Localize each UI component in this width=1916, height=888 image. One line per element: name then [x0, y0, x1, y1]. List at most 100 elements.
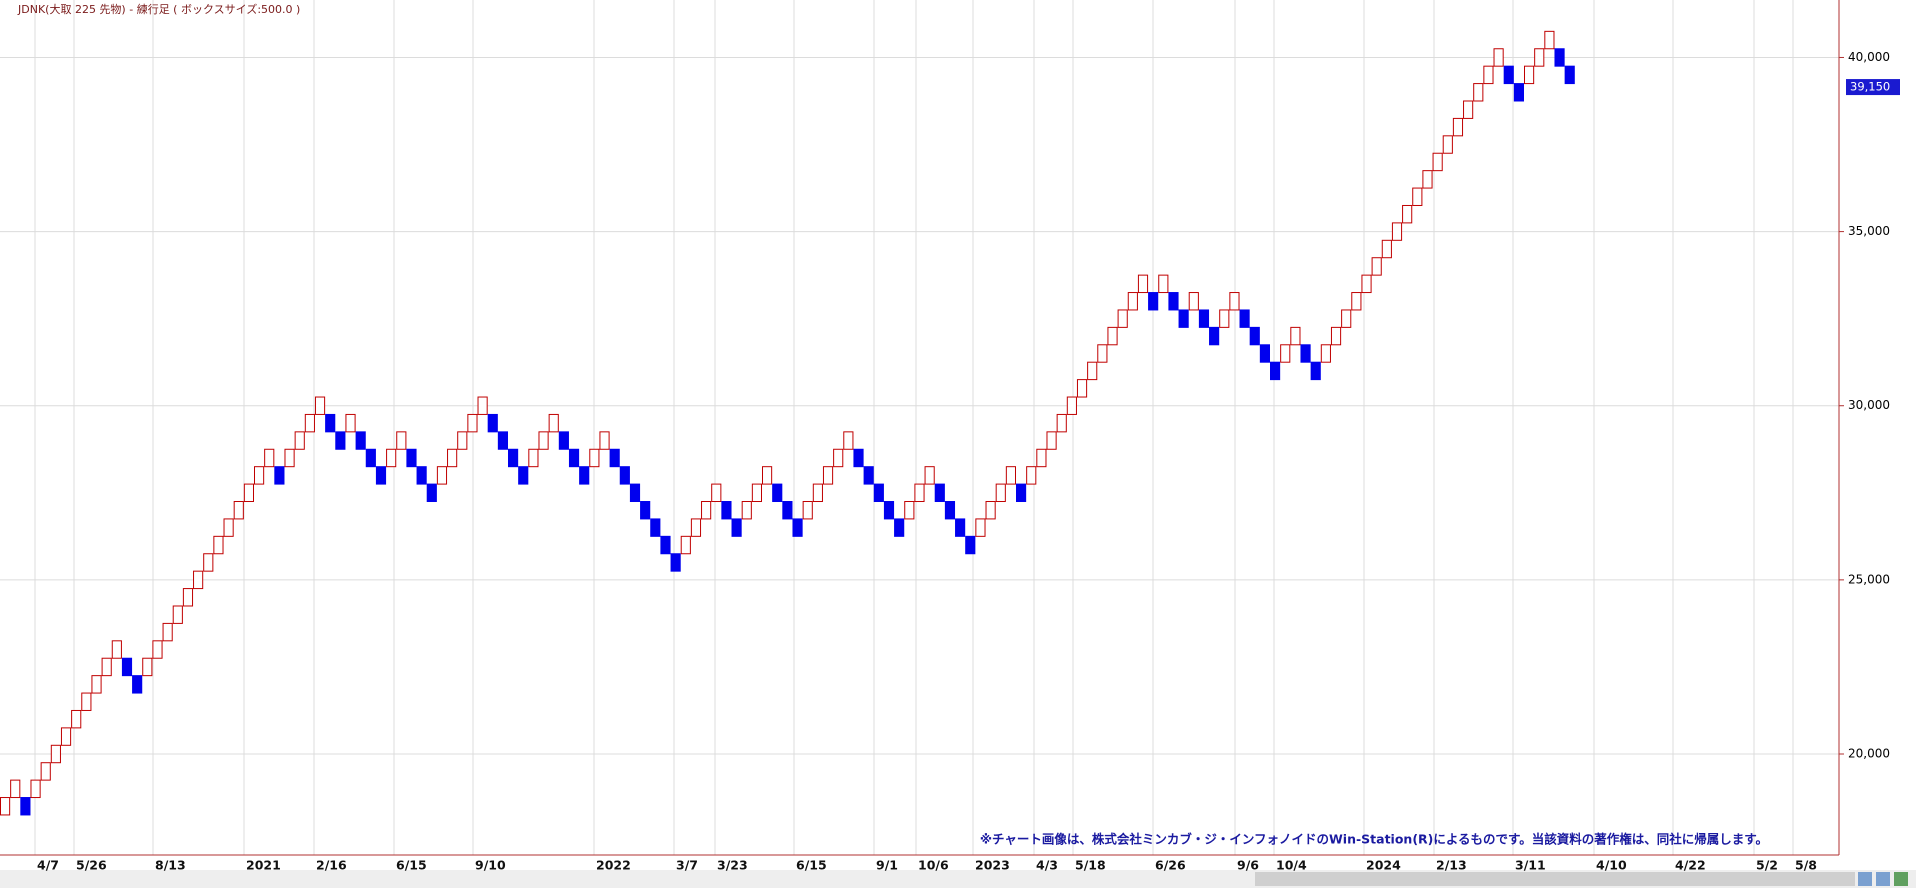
up-brick — [833, 448, 844, 468]
down-brick — [1249, 326, 1260, 346]
up-brick — [1412, 187, 1423, 206]
x-tick-label: 6/15 — [396, 858, 427, 873]
x-tick-label: 5/8 — [1795, 858, 1817, 873]
down-brick — [568, 448, 580, 468]
up-brick — [599, 431, 610, 450]
up-brick — [1463, 100, 1474, 119]
down-brick — [863, 466, 874, 485]
up-brick — [294, 431, 305, 450]
down-brick — [1503, 65, 1514, 85]
up-brick — [762, 466, 773, 485]
down-brick — [325, 413, 336, 433]
scrollbar-thumb[interactable] — [1255, 872, 1855, 886]
up-brick — [904, 501, 915, 520]
up-brick — [233, 501, 244, 520]
up-brick — [701, 501, 712, 520]
up-brick — [843, 431, 854, 450]
down-brick — [883, 501, 895, 520]
down-brick — [1209, 326, 1220, 346]
up-brick — [243, 483, 254, 503]
down-brick — [1270, 361, 1281, 381]
down-brick — [934, 483, 945, 503]
down-brick — [955, 518, 966, 537]
up-brick — [995, 483, 1006, 503]
up-brick — [528, 448, 539, 468]
last-price-box — [1846, 79, 1900, 96]
down-brick — [558, 431, 569, 450]
down-brick — [497, 431, 508, 450]
footer-note: ※チャート画像は、株式会社ミンカブ・ジ・インフォノイドのWin-Station(… — [980, 832, 1768, 847]
down-brick — [579, 466, 590, 485]
x-tick-label: 10/4 — [1276, 858, 1307, 873]
down-brick — [873, 483, 884, 503]
up-brick — [1290, 326, 1301, 346]
down-brick — [132, 675, 143, 694]
up-brick — [172, 605, 183, 624]
up-brick — [1330, 326, 1342, 346]
bricks — [0, 30, 1575, 816]
up-brick — [1473, 83, 1484, 102]
x-tick-label: 8/13 — [155, 858, 186, 873]
up-brick — [284, 448, 295, 468]
down-brick — [1016, 483, 1027, 503]
down-brick — [853, 448, 864, 468]
up-brick — [91, 675, 102, 694]
x-tick-label: 2021 — [246, 858, 281, 873]
up-brick — [751, 483, 763, 503]
zoom-button[interactable] — [1894, 872, 1908, 886]
down-brick — [1198, 309, 1210, 328]
up-brick — [193, 570, 204, 590]
up-brick — [162, 622, 173, 642]
up-brick — [203, 553, 214, 572]
up-brick — [1127, 292, 1138, 311]
down-brick — [721, 501, 732, 520]
up-brick — [447, 448, 458, 468]
down-brick — [426, 483, 437, 503]
up-brick — [1117, 309, 1128, 328]
up-brick — [304, 413, 315, 433]
down-brick — [894, 518, 905, 537]
up-brick — [345, 413, 356, 433]
down-brick — [335, 431, 346, 450]
up-brick — [1493, 48, 1504, 67]
up-brick — [985, 501, 996, 520]
up-brick — [1524, 65, 1535, 85]
down-brick — [660, 535, 671, 555]
x-tick-label: 4/3 — [1036, 858, 1058, 873]
x-tick-label: 9/1 — [876, 858, 898, 873]
x-tick-label: 4/22 — [1675, 858, 1706, 873]
up-brick — [152, 640, 163, 659]
up-brick — [1422, 170, 1433, 189]
up-brick — [1544, 30, 1555, 50]
down-brick — [619, 466, 630, 485]
up-brick — [711, 483, 722, 503]
up-brick — [50, 744, 61, 764]
down-brick — [1513, 83, 1524, 102]
x-tick-label: 2/13 — [1436, 858, 1467, 873]
up-brick — [457, 431, 468, 450]
down-brick — [487, 413, 498, 433]
up-brick — [924, 466, 935, 485]
down-brick — [1300, 344, 1311, 363]
up-brick — [254, 466, 265, 485]
x-tick-label: 4/7 — [37, 858, 59, 873]
down-brick — [640, 501, 651, 520]
up-brick — [1076, 379, 1088, 398]
up-brick — [1534, 48, 1545, 67]
up-brick — [1381, 239, 1392, 259]
up-brick — [680, 535, 691, 555]
zoom-button[interactable] — [1858, 872, 1872, 886]
zoom-button[interactable] — [1876, 872, 1890, 886]
down-brick — [670, 553, 681, 572]
x-tick-label: 5/2 — [1756, 858, 1778, 873]
down-brick — [1168, 292, 1179, 311]
up-brick — [314, 396, 326, 415]
up-brick — [589, 448, 600, 468]
down-brick — [792, 518, 803, 537]
y-tick-label: 30,000 — [1848, 398, 1890, 412]
up-brick — [60, 727, 72, 746]
x-tick-label: 2/16 — [316, 858, 347, 873]
up-brick — [975, 518, 986, 537]
up-brick — [386, 448, 397, 468]
x-tick-label: 3/7 — [676, 858, 698, 873]
